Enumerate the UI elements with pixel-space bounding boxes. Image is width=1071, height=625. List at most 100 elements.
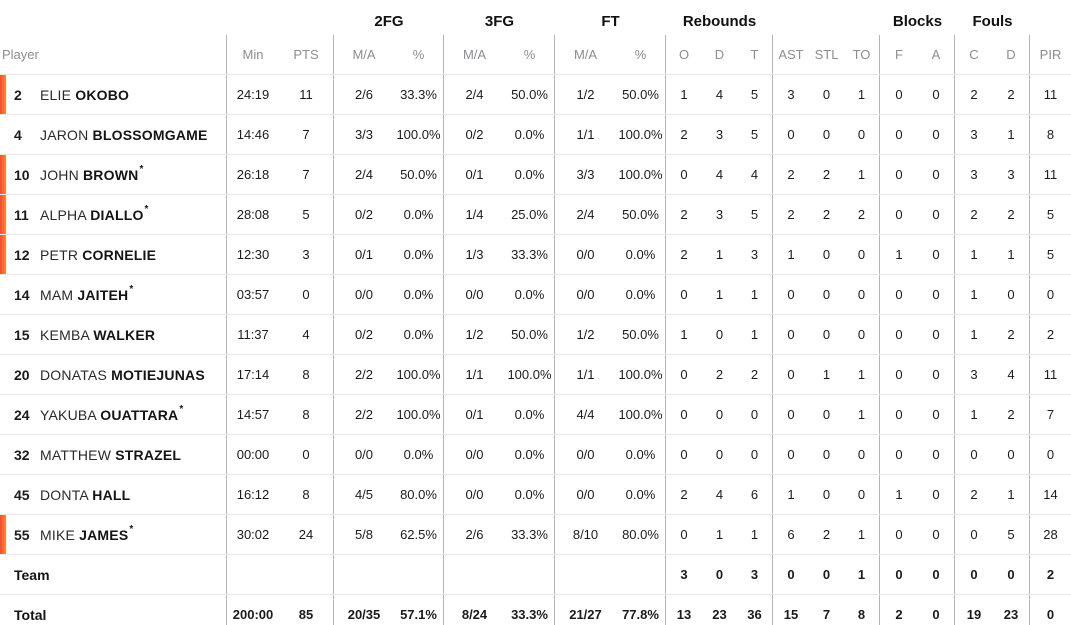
stat-cell: 80.0% <box>616 515 666 554</box>
stat-cell: 0 <box>895 567 903 582</box>
player-name[interactable]: PETR CORNELIE <box>40 247 156 263</box>
stat-cell: 0 <box>715 327 724 342</box>
column-header-2fg-ma: M/A <box>352 47 376 62</box>
player-row[interactable]: 55 MIKE JAMES* 30:02 24 5/8 62.5% 2/6 33.3% 8/10… <box>0 515 1071 555</box>
stat-cell: 2 <box>822 207 831 222</box>
stat-cell: 2 <box>737 355 773 394</box>
player-name[interactable]: JOHN BROWN* <box>40 164 144 183</box>
stat-cell: 3/3 <box>576 167 595 182</box>
starter-asterisk: * <box>129 283 134 295</box>
player-last-name: MOTIEJUNAS <box>111 366 205 383</box>
team-row: Team 3 0 3 0 0 1 0 0 0 0 2 <box>0 555 1071 595</box>
stat-cell: 0 <box>918 435 955 474</box>
stat-cell: 1 <box>844 75 880 114</box>
stat-cell: 13 <box>676 607 692 622</box>
player-row[interactable]: 15 KEMBA WALKER 11:37 4 0/2 0.0% 1/2 50.0% 1/2 50… <box>0 315 1071 355</box>
stat-cell <box>334 555 394 594</box>
column-header-row: Player Min PTS M/A % M/A % M/A % O D T A… <box>0 35 1071 75</box>
stat-cell: 0/0 <box>576 487 595 502</box>
player-number: 55 <box>14 526 30 543</box>
player-number: 24 <box>14 406 30 423</box>
stat-cell: 15 <box>783 607 799 622</box>
stat-cell: 2/6 <box>354 87 374 102</box>
player-name[interactable]: MIKE JAMES* <box>40 524 133 543</box>
stat-cell: 2 <box>993 315 1030 354</box>
player-name[interactable]: JARON BLOSSOMGAME <box>40 127 208 143</box>
stat-cell: 0 <box>993 435 1030 474</box>
stat-cell: 5 <box>1046 247 1055 262</box>
stat-cell: 0 <box>1046 447 1055 462</box>
player-row[interactable]: 14 MAM JAITEH* 03:57 0 0/0 0.0% 0/0 0.0% 0/0 0.0%… <box>0 275 1071 315</box>
stat-cell: 7 <box>822 607 831 622</box>
stat-cell: 0 <box>895 87 903 102</box>
column-header-blk-f: F <box>895 47 903 62</box>
player-row[interactable]: 20 DONATAS MOTIEJUNAS 17:14 8 2/2 100.0% 1/1 10… <box>0 355 1071 395</box>
player-row[interactable]: 4 JARON BLOSSOMGAME 14:46 7 3/3 100.0% 0/2 0.0%… <box>0 115 1071 155</box>
stat-cell: 0 <box>787 127 795 142</box>
column-header-blk-a: A <box>918 35 955 74</box>
player-row[interactable]: 45 DONTA HALL 16:12 8 4/5 80.0% 0/0 0.0% 0/0 0.0%… <box>0 475 1071 515</box>
player-number: 15 <box>14 326 30 343</box>
player-name[interactable]: MAM JAITEH* <box>40 283 134 303</box>
on-court-indicator <box>0 195 6 234</box>
stat-cell: 1 <box>844 555 880 594</box>
player-name[interactable]: DONTA HALL <box>40 487 130 503</box>
player-row[interactable]: 12 PETR CORNELIE 12:30 3 0/1 0.0% 1/3 33.3% 0/0 0… <box>0 235 1071 275</box>
stat-cell: 5/8 <box>354 527 374 542</box>
player-name[interactable]: MATTHEW STRAZEL <box>40 447 181 463</box>
stat-cell: 4 <box>715 87 724 102</box>
stat-cell: 0.0% <box>505 395 555 434</box>
stat-cell: 2 <box>680 247 688 262</box>
player-last-name: DIALLO <box>90 206 144 223</box>
player-last-name: JAITEH <box>77 286 129 303</box>
stat-cell: 0.0% <box>616 275 666 314</box>
stat-cell: 24 <box>279 515 334 554</box>
stat-cell: 1 <box>715 527 724 542</box>
player-row[interactable]: 24 YAKUBA OUATTARA* 14:57 8 2/2 100.0% 0/1 0.0%… <box>0 395 1071 435</box>
stat-cell: 0 <box>970 527 978 542</box>
stat-cell: 0 <box>680 167 688 182</box>
team-label: Team <box>14 566 50 583</box>
player-row[interactable]: 32 MATTHEW STRAZEL 00:00 0 0/0 0.0% 0/0 0.0% 0/0… <box>0 435 1071 475</box>
on-court-indicator <box>0 155 6 194</box>
stat-cell: 23 <box>993 595 1030 625</box>
player-name[interactable]: ALPHA DIALLO* <box>40 204 149 223</box>
starter-asterisk: * <box>179 403 184 415</box>
player-cell: 32 MATTHEW STRAZEL <box>0 435 227 474</box>
stat-cell: 100.0% <box>616 115 666 154</box>
stat-cell: 30:02 <box>236 527 270 542</box>
stat-cell: 2 <box>1046 327 1055 342</box>
stat-cell: 6 <box>787 527 795 542</box>
player-name[interactable]: YAKUBA OUATTARA* <box>40 403 184 423</box>
stat-cell: 0 <box>680 287 688 302</box>
player-row[interactable]: 2 ELIE OKOBO 24:19 11 2/6 33.3% 2/4 50.0% 1/2 50.… <box>0 75 1071 115</box>
stat-cell: 200:00 <box>232 607 274 622</box>
player-row[interactable]: 11 ALPHA DIALLO* 28:08 5 0/2 0.0% 1/4 25.0% 2/4 5… <box>0 195 1071 235</box>
stat-cell: 1 <box>737 315 773 354</box>
stat-cell: 1 <box>715 247 724 262</box>
stat-cell: 2/4 <box>576 207 595 222</box>
stat-cell: 2/6 <box>465 527 484 542</box>
player-number: 20 <box>14 366 30 383</box>
player-cell: 2 ELIE OKOBO <box>0 75 227 114</box>
player-last-name: BROWN <box>83 166 139 183</box>
player-row[interactable]: 10 JOHN BROWN* 26:18 7 2/4 50.0% 0/1 0.0% 3/3 100… <box>0 155 1071 195</box>
stat-cell: 0 <box>844 235 880 274</box>
player-number: 2 <box>14 86 22 103</box>
player-cell: Team <box>0 555 227 594</box>
player-name[interactable]: ELIE OKOBO <box>40 87 129 103</box>
player-name[interactable]: DONATAS MOTIEJUNAS <box>40 367 205 383</box>
stat-cell: 0 <box>822 87 831 102</box>
table-body: 2 ELIE OKOBO 24:19 11 2/6 33.3% 2/4 50.0% 1/2 50.… <box>0 75 1071 625</box>
stat-cell: 2 <box>970 207 978 222</box>
stat-cell: 2/2 <box>354 407 374 422</box>
column-header-reb-o: O <box>678 47 690 62</box>
stat-cell: 0/1 <box>465 167 484 182</box>
player-name[interactable]: KEMBA WALKER <box>40 327 155 343</box>
stat-cell: 8 <box>1046 127 1055 142</box>
stat-cell: 1/1 <box>465 367 484 382</box>
stat-cell: 0.0% <box>505 435 555 474</box>
stat-cell: 0.0% <box>394 435 444 474</box>
stat-cell: 2 <box>970 487 978 502</box>
